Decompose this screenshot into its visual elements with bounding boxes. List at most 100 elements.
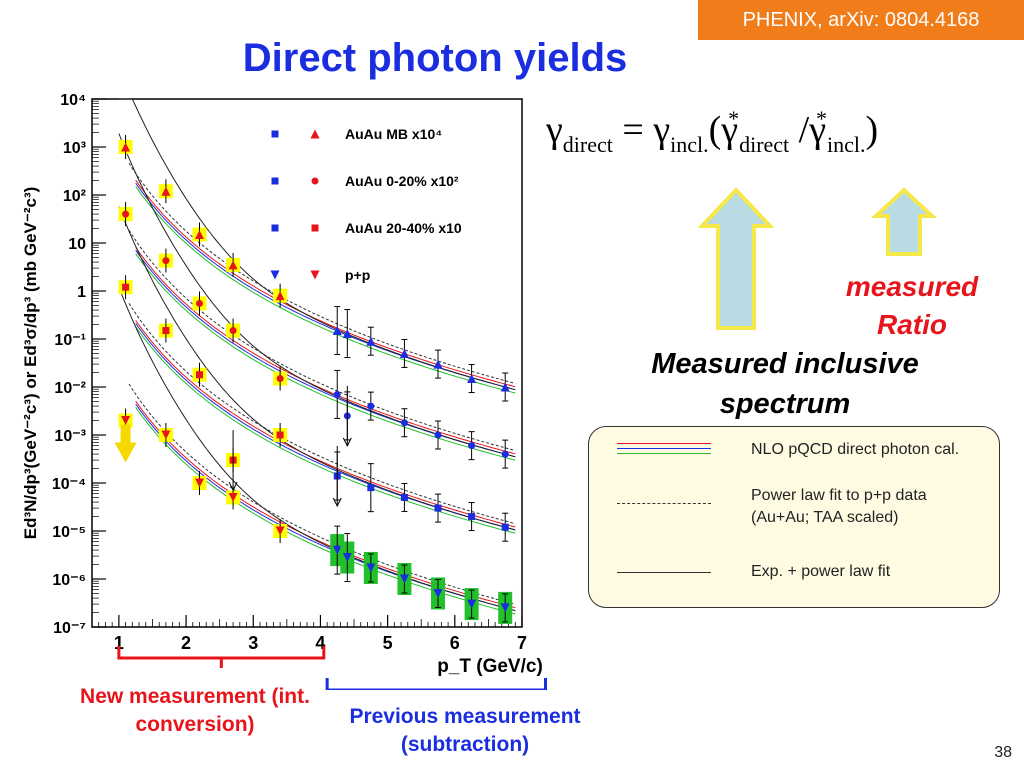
- data-point-old: [500, 382, 510, 392]
- y-tick-label: 10⁻²: [54, 380, 86, 397]
- nlo-curve-red: [135, 320, 516, 528]
- data-point-old: [467, 599, 477, 609]
- data-point-old: [332, 545, 342, 555]
- formula-sub-incl: incl.: [827, 132, 866, 157]
- legend-nlo-red-line: [617, 443, 711, 444]
- data-point-old: [367, 402, 375, 410]
- x-tick-label: 1: [114, 633, 124, 653]
- previous-measurement-bracket: [325, 678, 548, 690]
- up-arrow-ratio-icon: [872, 187, 936, 256]
- y-tick-label: 10⁻⁴: [52, 476, 86, 493]
- data-point-old: [400, 493, 408, 501]
- data-point-old: [342, 553, 352, 563]
- data-point-new: [228, 260, 238, 270]
- y-tick-label: 10⁴: [60, 92, 86, 109]
- direct-photon-chart: 1 2 3 4 5 6 7 10⁻⁷ 10⁻⁶ 10⁻⁵ 10⁻⁴ 10⁻³ 10⁻² 10⁻¹ 1 10 10…: [21, 92, 548, 690]
- data-point-new: [195, 478, 204, 488]
- data-point-new: [275, 291, 285, 301]
- data-point-old: [501, 523, 509, 531]
- y-tick-label: 10²: [63, 188, 86, 205]
- x-tick-label: 7: [517, 633, 527, 653]
- upper-limit-arrow-icon: [332, 497, 342, 508]
- exp-powerlaw-curve: [118, 98, 516, 391]
- x-tick-label: 6: [450, 633, 460, 653]
- legend-nlo-green-line: [617, 453, 711, 454]
- legend-nlo-blue-line: [617, 448, 711, 449]
- powerlaw-curve: [128, 303, 516, 525]
- legend-marker-red: [311, 224, 319, 232]
- source-badge: PHENIX, arXiv: 0804.4168: [698, 0, 1024, 40]
- data-point-old: [468, 442, 476, 450]
- legend-marker-blue: [270, 270, 280, 280]
- formula-gamma: γ: [809, 109, 827, 151]
- legend-exp-text: Exp. + power law fit: [751, 563, 891, 580]
- formula-slash: /: [798, 109, 810, 151]
- data-point-old: [366, 336, 376, 346]
- legend-nlo-row: NLO pQCD direct photon cal.: [613, 441, 991, 467]
- data-point-old: [467, 374, 477, 384]
- powerlaw-curve: [128, 162, 516, 384]
- y-tick-label: 10⁻⁷: [53, 620, 86, 637]
- powerlaw-curve: [128, 229, 516, 451]
- formula-star: *: [816, 106, 828, 131]
- data-point-new: [121, 142, 131, 152]
- formula-gamma: γ: [653, 109, 671, 151]
- data-point-new: [195, 230, 204, 240]
- nlo-curve-green: [135, 186, 516, 394]
- data-point-new: [275, 526, 285, 536]
- data-point-old: [332, 326, 342, 336]
- data-point-old: [501, 450, 509, 458]
- y-tick-label: 10⁻⁵: [52, 524, 86, 541]
- data-point-old: [342, 329, 352, 339]
- x-axis-title: p_T (GeV/c): [437, 656, 543, 677]
- formula-sub-direct: direct: [739, 132, 790, 157]
- page-number: 38: [994, 744, 1012, 761]
- legend-series-label: AuAu MB x10⁴: [345, 126, 442, 142]
- legend-powerlaw-row: Power law fit to p+p data (Au+Au; TAA sc…: [613, 487, 991, 531]
- data-point-new: [122, 283, 130, 291]
- formula-equals: =: [622, 109, 644, 151]
- formula-close-paren: ): [865, 109, 879, 151]
- direct-photon-formula: γdirect = γincl.(γ*direct /γ*incl.): [546, 106, 1016, 176]
- data-point-new: [229, 327, 237, 335]
- nlo-curve-green: [135, 253, 516, 461]
- x-tick-label: 4: [315, 633, 325, 653]
- formula-sub-direct: direct: [562, 132, 613, 157]
- measured-inclusive-label: Measured inclusive spectrum: [651, 348, 919, 420]
- nlo-curve-red: [135, 247, 516, 455]
- data-point-new: [196, 371, 203, 379]
- legend-exp-line: [617, 572, 711, 573]
- data-point-old: [399, 348, 409, 358]
- data-point-old: [400, 419, 408, 427]
- legend-exp-row: Exp. + power law fit: [613, 561, 991, 585]
- y-tick-label: 1: [77, 284, 86, 301]
- data-point-old: [468, 513, 476, 521]
- y-tick-label: 10³: [63, 140, 86, 157]
- y-tick-label: 10: [68, 236, 86, 253]
- exp-powerlaw-curve: [118, 287, 516, 612]
- legend-series-label: p+p: [345, 267, 370, 283]
- legend-powerlaw-line: [617, 503, 711, 504]
- y-tick-label: 10⁻⁶: [52, 572, 86, 589]
- data-point-old: [366, 563, 376, 573]
- data-point-old: [367, 484, 375, 492]
- new-measurement-label: New measurement (int. conversion): [80, 685, 310, 736]
- data-point-new: [122, 210, 130, 218]
- yellow-down-arrow-icon: [114, 424, 137, 463]
- powerlaw-curve: [128, 383, 516, 605]
- slide-title: Direct photon yields: [242, 36, 628, 80]
- theory-legend-box: NLO pQCD direct photon cal. Power law fi…: [588, 426, 1000, 608]
- legend-nlo-text: NLO pQCD direct photon cal.: [751, 441, 960, 458]
- exp-powerlaw-curve: [118, 133, 516, 458]
- data-point-old: [433, 588, 443, 598]
- x-tick-label: 2: [181, 633, 191, 653]
- data-point-new: [162, 257, 170, 265]
- data-point-new: [228, 492, 238, 502]
- x-tick-label: 5: [383, 633, 393, 653]
- legend-powerlaw-text: Power law fit to p+p data (Au+Au; TAA sc…: [751, 487, 927, 526]
- y-axis-title: Ed³N/dp³(GeV⁻²c³) or Ed³σ/dp³ (mb GeV⁻²c…: [21, 187, 40, 540]
- up-arrow-inclusive-icon: [698, 187, 774, 330]
- data-point-new: [161, 186, 171, 196]
- upper-limit-arrow-icon: [342, 437, 352, 448]
- nlo-curve-green: [135, 326, 516, 534]
